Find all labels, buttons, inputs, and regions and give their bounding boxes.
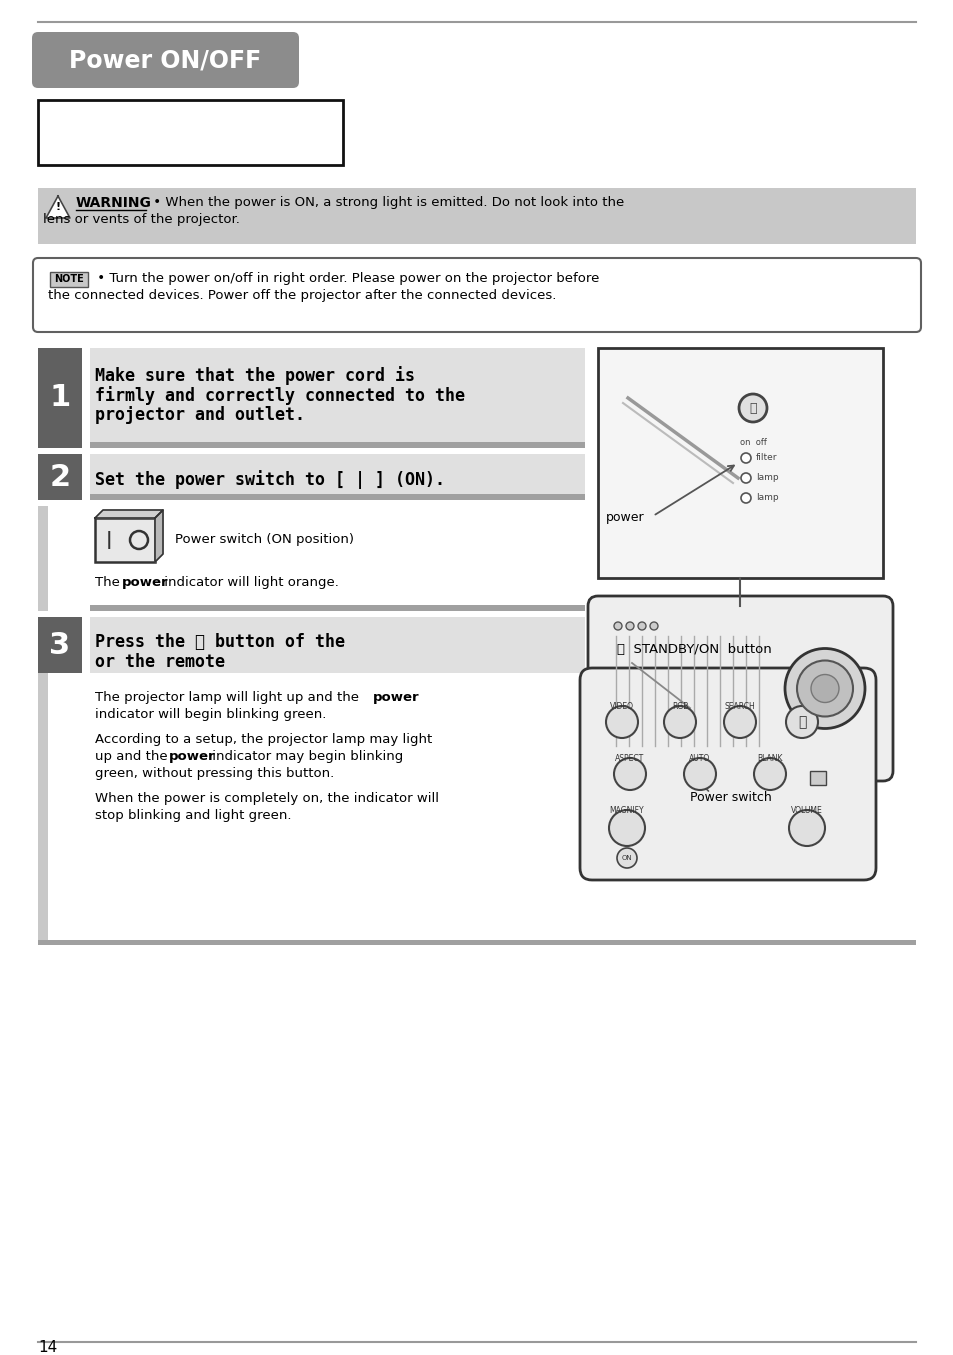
Circle shape — [785, 706, 817, 738]
FancyBboxPatch shape — [587, 596, 892, 780]
Text: or the remote: or the remote — [95, 653, 225, 671]
Text: • Turn the power on/off in right order. Please power on the projector before: • Turn the power on/off in right order. … — [92, 272, 598, 285]
Text: 14: 14 — [38, 1340, 57, 1355]
Text: ⏻: ⏻ — [748, 401, 756, 415]
Circle shape — [788, 810, 824, 846]
Text: 2: 2 — [50, 462, 71, 492]
Circle shape — [608, 810, 644, 846]
Circle shape — [614, 757, 645, 790]
Text: power: power — [122, 576, 169, 589]
FancyBboxPatch shape — [32, 33, 298, 88]
Circle shape — [617, 848, 637, 869]
Bar — [95, 518, 154, 562]
Text: lens or vents of the projector.: lens or vents of the projector. — [43, 213, 239, 226]
Text: Set the power switch to [ | ] (ON).: Set the power switch to [ | ] (ON). — [95, 470, 444, 489]
Bar — [38, 454, 82, 500]
Bar — [90, 604, 584, 611]
Text: !: ! — [55, 202, 60, 211]
Text: filter: filter — [755, 454, 777, 462]
Text: MAGNIFY: MAGNIFY — [609, 806, 643, 814]
Text: AUTO: AUTO — [689, 753, 710, 763]
Bar — [38, 348, 82, 449]
Text: 1: 1 — [50, 383, 71, 412]
Circle shape — [683, 757, 716, 790]
Bar — [38, 617, 82, 673]
Text: indicator will light orange.: indicator will light orange. — [160, 576, 338, 589]
Text: Power ON/OFF: Power ON/OFF — [70, 47, 261, 72]
Bar — [50, 272, 88, 287]
Text: Power switch (ON position): Power switch (ON position) — [174, 534, 354, 546]
Bar — [38, 100, 343, 165]
Text: The projector lamp will light up and the: The projector lamp will light up and the — [95, 691, 363, 705]
Text: on  off: on off — [739, 438, 765, 447]
Text: RGB: RGB — [671, 702, 687, 711]
Text: |: | — [106, 531, 112, 549]
Text: VIDEO: VIDEO — [609, 702, 634, 711]
Circle shape — [723, 706, 755, 738]
Polygon shape — [154, 509, 163, 562]
Text: firmly and correctly connected to the: firmly and correctly connected to the — [95, 386, 464, 405]
Circle shape — [796, 660, 852, 717]
Circle shape — [740, 493, 750, 503]
Circle shape — [130, 531, 148, 549]
Bar — [90, 495, 584, 500]
Text: green, without pressing this button.: green, without pressing this button. — [95, 767, 334, 780]
Text: Press the ⏻ button of the: Press the ⏻ button of the — [95, 633, 345, 650]
Circle shape — [753, 757, 785, 790]
Text: 3: 3 — [50, 630, 71, 660]
Circle shape — [810, 675, 838, 702]
Bar — [38, 940, 915, 944]
Circle shape — [663, 706, 696, 738]
Text: Power switch: Power switch — [689, 791, 771, 804]
Circle shape — [625, 622, 634, 630]
Circle shape — [784, 649, 864, 729]
Text: According to a setup, the projector lamp may light: According to a setup, the projector lamp… — [95, 733, 432, 747]
Bar — [624, 771, 640, 785]
Bar — [38, 505, 48, 611]
Text: • When the power is ON, a strong light is emitted. Do not look into the: • When the power is ON, a strong light i… — [149, 196, 623, 209]
Bar — [598, 348, 882, 579]
Text: ⏻  STANDBY/ON  button: ⏻ STANDBY/ON button — [617, 644, 771, 656]
Text: NOTE: NOTE — [54, 275, 84, 285]
Text: Make sure that the power cord is: Make sure that the power cord is — [95, 366, 415, 385]
Circle shape — [740, 473, 750, 482]
Text: lamp: lamp — [755, 473, 778, 482]
Text: indicator may begin blinking: indicator may begin blinking — [208, 751, 403, 763]
Bar — [38, 673, 48, 944]
Bar — [90, 617, 584, 673]
Text: projector and outlet.: projector and outlet. — [95, 406, 305, 424]
Text: power: power — [605, 511, 644, 524]
Circle shape — [614, 622, 621, 630]
Bar — [90, 454, 584, 500]
Text: WARNING: WARNING — [76, 196, 152, 210]
Text: ON: ON — [621, 855, 632, 860]
Text: the connected devices. Power off the projector after the connected devices.: the connected devices. Power off the pro… — [48, 289, 556, 302]
Text: BLANK: BLANK — [757, 753, 781, 763]
Text: ⏻: ⏻ — [797, 715, 805, 729]
Text: VOLUME: VOLUME — [790, 806, 822, 814]
Bar — [90, 442, 584, 449]
FancyBboxPatch shape — [33, 257, 920, 332]
Circle shape — [638, 622, 645, 630]
Circle shape — [740, 453, 750, 463]
Circle shape — [605, 706, 638, 738]
Text: lamp: lamp — [755, 493, 778, 503]
Text: When the power is completely on, the indicator will: When the power is completely on, the ind… — [95, 793, 438, 805]
Text: ASPECT: ASPECT — [615, 753, 644, 763]
Text: stop blinking and light green.: stop blinking and light green. — [95, 809, 292, 822]
Polygon shape — [46, 196, 70, 218]
Text: SEARCH: SEARCH — [724, 702, 755, 711]
Text: indicator will begin blinking green.: indicator will begin blinking green. — [95, 709, 326, 721]
Text: power: power — [373, 691, 419, 705]
Circle shape — [739, 394, 766, 421]
Polygon shape — [95, 509, 163, 518]
Text: power: power — [169, 751, 215, 763]
Bar — [38, 188, 915, 244]
Circle shape — [649, 622, 658, 630]
FancyBboxPatch shape — [579, 668, 875, 879]
Bar — [809, 771, 825, 785]
Text: The: The — [95, 576, 124, 589]
Text: up and the: up and the — [95, 751, 172, 763]
Bar — [90, 348, 584, 449]
